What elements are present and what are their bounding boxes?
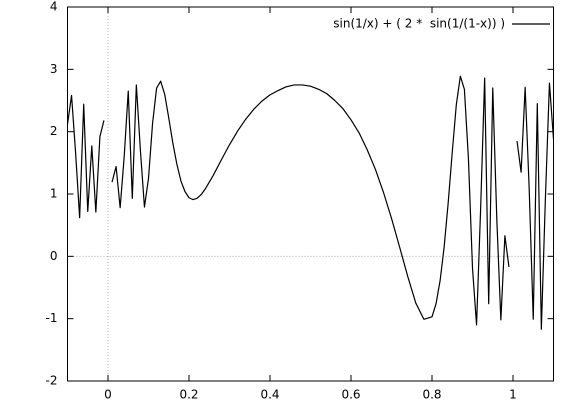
- x-tick-label: 0.6: [341, 388, 360, 402]
- y-tick-label: -2: [46, 374, 58, 388]
- x-tick-label: 1: [509, 388, 517, 402]
- x-tick-label: 0.2: [179, 388, 198, 402]
- y-tick-label: 4: [50, 0, 58, 14]
- x-tick-label: 0.8: [422, 388, 441, 402]
- y-tick-label: 2: [50, 124, 58, 138]
- data-line: [66, 75, 555, 330]
- y-tick-label: 0: [50, 249, 58, 263]
- x-tick-label: 0: [104, 388, 112, 402]
- y-tick-label: 3: [50, 62, 58, 76]
- y-tick-label: -1: [46, 311, 58, 325]
- x-tick-label: 0.4: [260, 388, 279, 402]
- y-tick-label: 1: [50, 187, 58, 201]
- legend-label: sin(1/x) + ( 2 * sin(1/(1-x)) ): [333, 17, 505, 31]
